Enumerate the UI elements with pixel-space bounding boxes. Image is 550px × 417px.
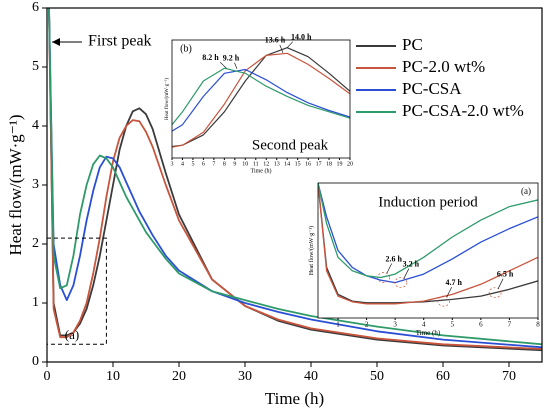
x-tick-label: 8: [223, 162, 226, 168]
leader: [403, 268, 410, 279]
peak-label: 13.6 h: [265, 36, 286, 45]
y-axis-label: Heat flow/(mW·g⁻¹): [308, 226, 315, 275]
inset-label: (a): [521, 186, 531, 196]
peak-label: 8.2 h: [202, 53, 219, 62]
x-tick-label: 7: [508, 321, 512, 329]
x-tick-label: 13: [274, 162, 280, 168]
inset-background: [318, 183, 538, 318]
leader: [386, 263, 392, 274]
y-tick-label: 3: [32, 177, 39, 192]
series-group: [48, 8, 542, 352]
annotation: First peak: [88, 33, 152, 50]
y-tick-label: 0: [32, 354, 39, 369]
peak-marker: [234, 62, 238, 69]
inset-title: Second peak: [252, 137, 329, 153]
annotation: (a): [65, 327, 79, 342]
x-tick-label: 9: [233, 162, 236, 168]
x-tick-label: 17: [316, 162, 322, 168]
series-line: [48, 8, 542, 350]
x-tick-label: 20: [172, 369, 186, 384]
x-tick-label: 3: [393, 321, 397, 329]
legend-label: PC-CSA-2.0 wt%: [402, 101, 524, 120]
leader: [497, 278, 504, 289]
y-tick-label: 2: [32, 236, 39, 251]
x-tick-label: 2: [365, 321, 369, 329]
series-line: [172, 68, 350, 132]
zoom-box: [46, 237, 107, 345]
x-tick-label: 40: [304, 369, 318, 384]
x-tick-label: 6: [202, 162, 205, 168]
x-tick-label: 10: [106, 369, 120, 384]
x-axis-label: Time (h): [251, 168, 272, 175]
series-line: [172, 67, 350, 126]
arrow-head: [52, 38, 60, 46]
y-axis-label: Heat flow/(mW·g⁻¹): [163, 78, 170, 121]
x-tick-label: 11: [253, 162, 259, 168]
x-tick-label: 14: [284, 162, 290, 168]
point-label: 4.7 h: [445, 278, 462, 287]
point-circle: [488, 287, 502, 299]
x-tick-label: 19: [337, 162, 343, 168]
peak-label: 14.0 h: [291, 33, 312, 42]
peak-marker: [219, 61, 227, 69]
point-label: 2.6 h: [385, 254, 402, 263]
point-circle: [437, 295, 451, 307]
inset-label: (b): [180, 43, 192, 54]
legend-label: PC: [402, 35, 423, 54]
y-tick-label: 1: [32, 295, 39, 310]
x-tick-label: 30: [238, 369, 252, 384]
series-line: [48, 8, 542, 346]
series-group: [172, 47, 350, 148]
series-line: [172, 47, 350, 148]
x-tick-label: 20: [347, 162, 353, 168]
legend-label: PC-2.0 wt%: [402, 57, 485, 76]
x-tick-label: 50: [370, 369, 384, 384]
x-tick-label: 3: [171, 162, 174, 168]
x-axis-label: Time (h): [416, 329, 441, 337]
x-tick-label: 1: [336, 321, 340, 329]
plot-frame: [171, 39, 351, 159]
x-axis-label: Time (h): [265, 389, 324, 408]
y-tick-label: 4: [32, 118, 39, 133]
series-line: [318, 183, 538, 305]
x-tick-label: 0: [44, 369, 51, 384]
x-tick-label: 16: [305, 162, 311, 168]
legend-label: PC-CSA: [402, 79, 462, 98]
x-tick-label: 8: [536, 321, 540, 329]
x-tick-label: 5: [191, 162, 194, 168]
y-tick-label: 5: [32, 59, 39, 74]
x-tick-label: 6: [479, 321, 483, 329]
x-tick-label: 15: [295, 162, 301, 168]
plot-frame: [317, 182, 539, 319]
series-line: [318, 183, 538, 304]
point-circle: [377, 272, 391, 283]
x-tick-label: 4: [181, 162, 184, 168]
peak-label: 9.2 h: [223, 54, 240, 63]
point-label: 3.2 h: [403, 259, 420, 268]
point-circle: [394, 277, 408, 288]
y-axis-label: Heat flow/(mW·g⁻¹): [6, 114, 25, 255]
x-tick-label: 70: [502, 369, 516, 384]
x-tick-label: 18: [326, 162, 332, 168]
x-tick-label: 4: [422, 321, 426, 329]
x-tick-label: 5: [451, 321, 455, 329]
point-label: 6.5 h: [497, 270, 514, 279]
series-line: [318, 183, 538, 279]
peak-marker: [279, 44, 284, 53]
peak-marker: [286, 41, 293, 48]
x-tick-label: 12: [263, 162, 269, 168]
y-tick-label: 6: [32, 0, 39, 15]
inset-title: Induction period: [378, 194, 478, 210]
series-line: [172, 52, 350, 148]
x-tick-label: 7: [212, 162, 215, 168]
x-tick-label: 60: [436, 369, 450, 384]
leader: [446, 286, 452, 298]
series-line: [48, 8, 542, 349]
x-tick-label: 10: [242, 162, 248, 168]
